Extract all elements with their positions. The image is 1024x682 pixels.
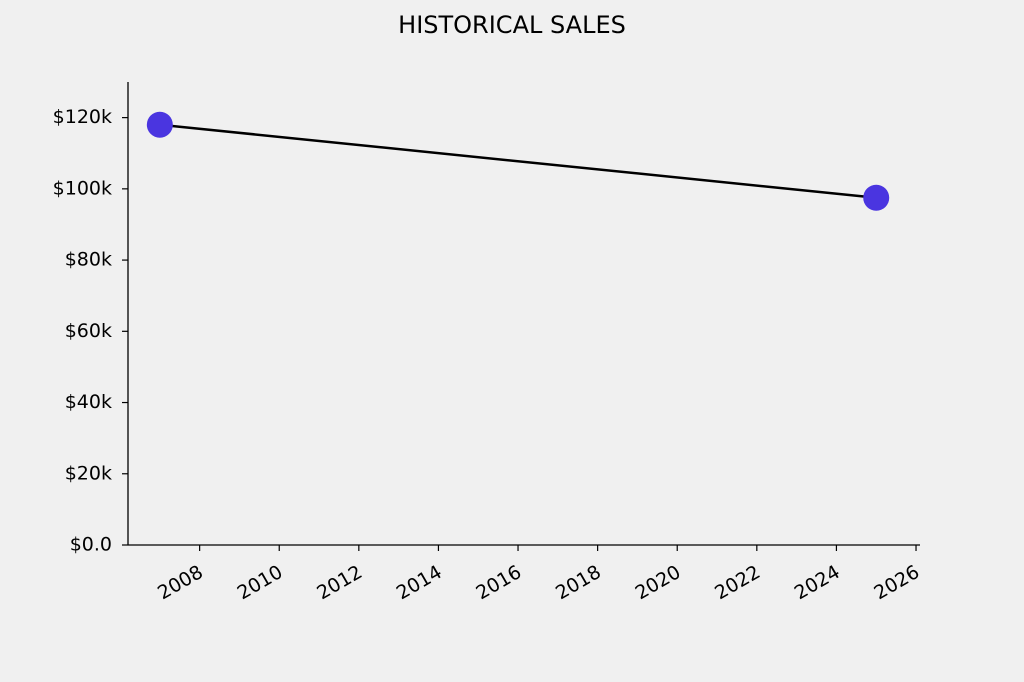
point: [146, 111, 173, 138]
y-tick-label: $20k: [65, 462, 112, 484]
line: [159, 123, 877, 199]
chart-title: HISTORICAL SALES: [398, 11, 626, 39]
y-tick-label: $60k: [65, 320, 112, 342]
y-tick-label: $100k: [53, 177, 112, 199]
y-tick-label: $80k: [65, 249, 112, 271]
y-tick-label: $0.0: [70, 534, 112, 556]
y-tick-label: $120k: [53, 106, 112, 128]
y-tick-label: $40k: [65, 391, 112, 413]
point: [863, 184, 890, 211]
